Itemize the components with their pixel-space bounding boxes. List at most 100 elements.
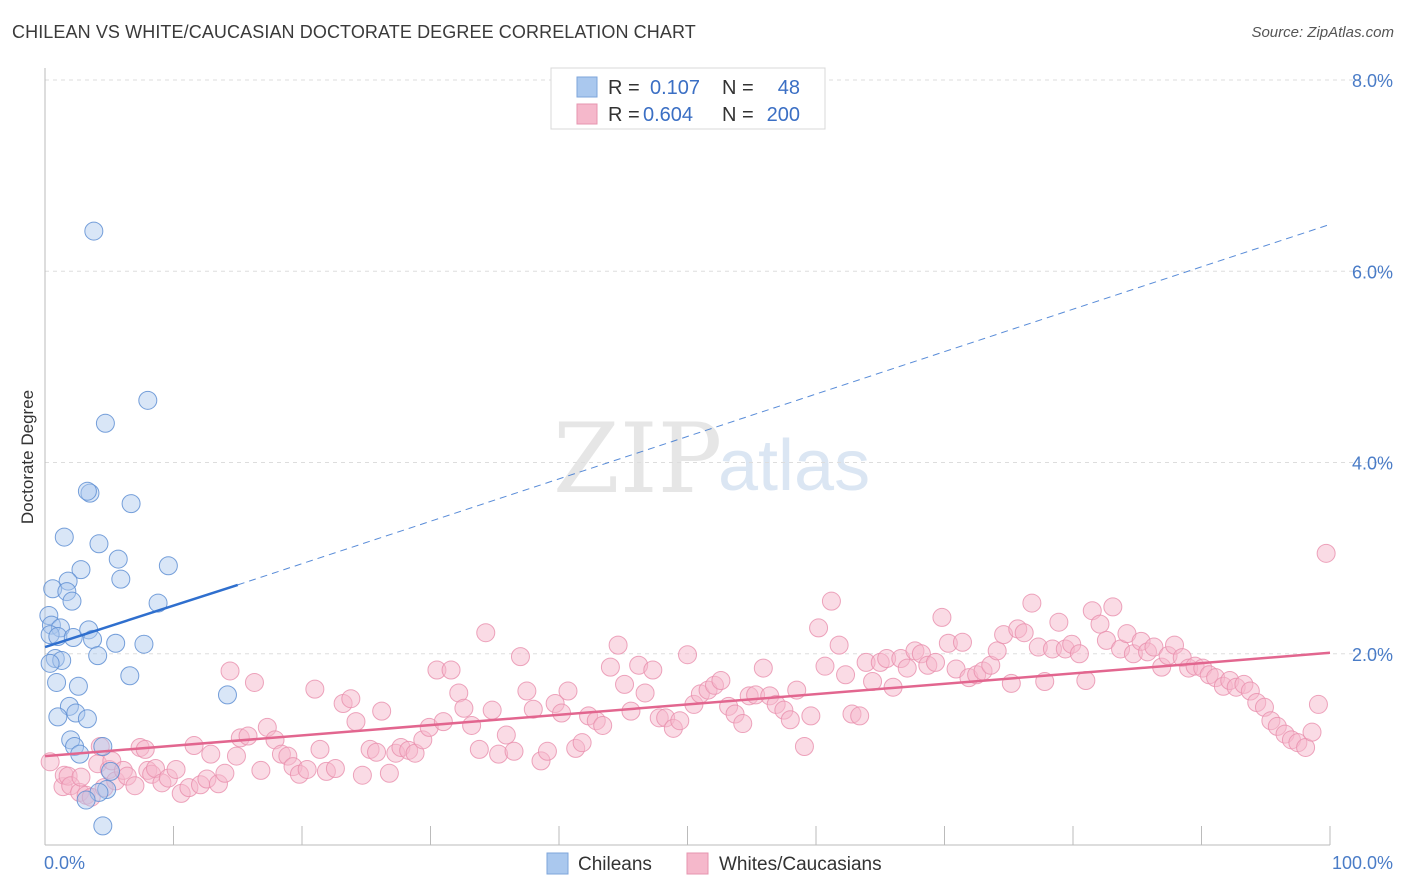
- point-whites: [40, 752, 60, 772]
- point-chileans: [89, 534, 109, 554]
- point-whites: [201, 744, 221, 764]
- point-whites: [711, 671, 731, 691]
- point-chileans: [57, 582, 77, 602]
- point-whites: [367, 742, 387, 762]
- point-whites: [244, 672, 264, 692]
- point-chileans: [77, 709, 97, 729]
- chileans-points: [39, 221, 237, 836]
- legend-r-value-whites: 0.604: [643, 104, 693, 126]
- point-whites: [926, 652, 946, 672]
- y-tick-label-6: 6.0%: [1352, 262, 1393, 282]
- point-whites: [441, 660, 461, 680]
- point-whites: [1090, 614, 1110, 634]
- point-whites: [572, 733, 592, 753]
- bottom-legend: Chileans Whites/Caucasians: [546, 852, 882, 875]
- source-label: Source: ZipAtlas.com: [1251, 24, 1394, 41]
- point-whites: [621, 701, 641, 721]
- point-whites: [733, 714, 753, 734]
- point-whites: [1069, 644, 1089, 664]
- point-whites: [815, 656, 835, 676]
- trend-line-chileans: [44, 583, 239, 649]
- point-whites: [1144, 637, 1164, 657]
- point-chileans: [88, 646, 108, 666]
- point-chileans: [108, 549, 128, 569]
- point-whites: [1076, 671, 1096, 691]
- point-whites: [517, 681, 537, 701]
- x-tick-label-end: 100.0%: [1332, 853, 1393, 873]
- point-chileans: [148, 593, 168, 613]
- point-chileans: [120, 666, 140, 686]
- point-whites: [537, 741, 557, 761]
- point-whites: [297, 759, 317, 779]
- watermark-atlas: atlas: [718, 426, 870, 506]
- chart-title: CHILEAN VS WHITE/CAUCASIAN DOCTORATE DEG…: [12, 22, 696, 42]
- point-chileans: [58, 571, 78, 591]
- point-whites: [251, 760, 271, 780]
- whites-caucasians-points: [40, 543, 1336, 807]
- x-tick-label-start: 0.0%: [44, 853, 85, 873]
- point-whites: [809, 618, 829, 638]
- point-whites: [635, 683, 655, 703]
- point-chileans: [217, 685, 237, 705]
- bottom-legend-whites: Whites/Caucasians: [719, 854, 882, 875]
- point-whites: [433, 712, 453, 732]
- point-whites: [454, 698, 474, 718]
- point-whites: [608, 635, 628, 655]
- point-whites: [352, 765, 372, 785]
- point-whites: [1022, 593, 1042, 613]
- point-chileans: [48, 707, 68, 727]
- point-whites: [850, 706, 870, 726]
- point-whites: [643, 660, 663, 680]
- bottom-legend-chileans: Chileans: [578, 854, 652, 875]
- point-whites: [952, 632, 972, 652]
- point-whites: [794, 737, 814, 757]
- point-chileans: [40, 625, 60, 645]
- point-whites: [71, 767, 91, 787]
- point-whites: [462, 715, 482, 735]
- point-whites: [1049, 612, 1069, 632]
- point-chileans: [62, 591, 82, 611]
- point-whites: [1308, 694, 1328, 714]
- point-whites: [753, 658, 773, 678]
- point-whites: [821, 591, 841, 611]
- point-chileans: [93, 816, 113, 836]
- trend-lines: [44, 223, 1331, 758]
- point-whites: [829, 635, 849, 655]
- point-whites: [523, 699, 543, 719]
- point-chileans: [106, 633, 126, 653]
- legend-swatch-chileans: [576, 76, 598, 98]
- point-whites: [469, 739, 489, 759]
- legend-r-label-chileans: R =: [608, 77, 640, 99]
- point-chileans: [121, 494, 141, 514]
- point-whites: [593, 715, 613, 735]
- point-chileans: [52, 650, 72, 670]
- point-chileans: [47, 672, 67, 692]
- point-chileans: [111, 569, 131, 589]
- point-whites: [600, 657, 620, 677]
- bottom-legend-swatch-whites: [686, 852, 709, 875]
- trend-line-whites: [44, 651, 1331, 758]
- y-axis-label: Doctorate Degree: [18, 390, 37, 524]
- point-chileans: [80, 483, 100, 503]
- grid-lines: [45, 79, 1392, 655]
- point-whites: [215, 763, 235, 783]
- point-whites: [325, 759, 345, 778]
- legend-n-value-chileans: 48: [778, 77, 800, 99]
- point-chileans: [40, 653, 60, 673]
- point-whites: [801, 706, 821, 726]
- point-whites: [863, 671, 883, 691]
- point-whites: [1316, 543, 1336, 563]
- legend-r-value-chileans: 0.107: [650, 77, 700, 99]
- watermark-zip: ZIP: [553, 403, 722, 515]
- legend-swatch-whites: [576, 103, 598, 125]
- point-chileans: [71, 560, 91, 580]
- y-tick-label-4: 4.0%: [1352, 454, 1393, 474]
- point-whites: [226, 746, 246, 766]
- point-whites: [1302, 722, 1322, 742]
- point-chileans: [84, 221, 104, 241]
- point-whites: [379, 763, 399, 783]
- point-chileans: [43, 579, 63, 599]
- bottom-legend-swatch-chileans: [546, 852, 569, 875]
- y-tick-label-8: 8.0%: [1352, 71, 1393, 91]
